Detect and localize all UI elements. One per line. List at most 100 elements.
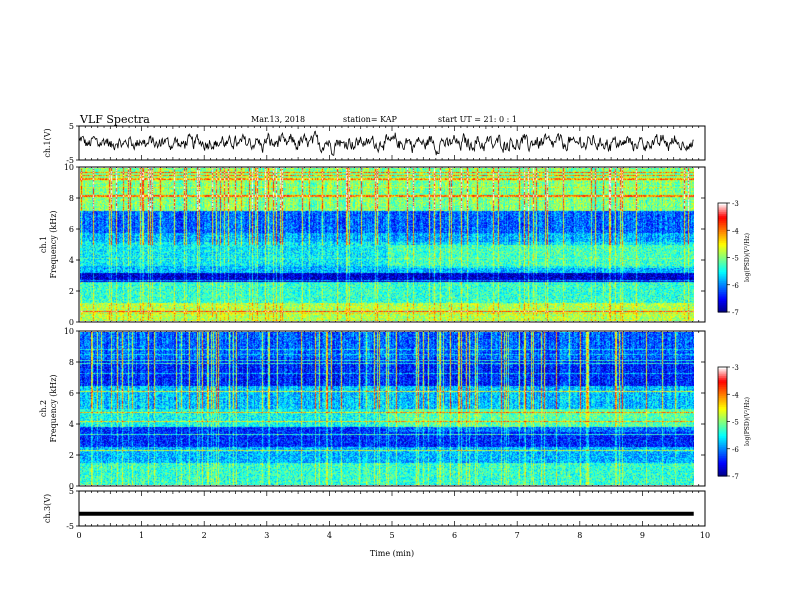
y-tick-label: 2 — [69, 451, 74, 460]
panel-0: 5 -5 ch.1(V) — [43, 122, 706, 165]
colorbar-swatch — [718, 414, 727, 417]
y-tick-label: -5 — [66, 156, 74, 165]
colorbar: -3 -4 -5 -6 -7 log(PSD)(V²/Hz) — [717, 364, 751, 481]
colorbar-swatch — [718, 445, 727, 448]
colorbar-swatch — [718, 246, 727, 250]
colorbar-swatch — [718, 385, 727, 388]
colorbar-swatch — [718, 470, 727, 473]
colorbar-swatch — [718, 206, 727, 210]
colorbar-swatch — [718, 224, 727, 228]
colorbar-swatch — [718, 412, 727, 415]
colorbar-swatch — [718, 463, 727, 466]
x-tick-label: 0 — [76, 531, 81, 540]
colorbar-swatch — [718, 208, 727, 211]
colorbar-swatch — [718, 446, 727, 450]
colorbar-tick-label: -5 — [732, 419, 739, 427]
colorbar-swatch — [718, 368, 727, 372]
colorbar-swatch — [718, 426, 727, 430]
colorbar-swatch — [718, 270, 727, 273]
colorbar-tick-label: -3 — [732, 200, 739, 208]
colorbar-swatch — [718, 392, 727, 395]
colorbar-swatch — [718, 306, 727, 309]
figure-title: VLF Spectra — [80, 113, 150, 126]
colorbar-swatch — [718, 452, 727, 455]
colorbar-label: log(PSD)(V²/Hz) — [744, 233, 751, 282]
colorbar-swatch — [718, 428, 727, 432]
colorbar-tick-label: -7 — [732, 309, 739, 317]
colorbar-swatch — [718, 376, 727, 379]
colorbar-swatch — [718, 233, 727, 237]
panel-frame-top — [78, 330, 706, 487]
colorbar-swatch — [718, 281, 727, 284]
colorbar-swatch — [718, 279, 727, 282]
y-tick-label: 6 — [69, 225, 74, 234]
colorbar-tick-label: -5 — [732, 255, 739, 263]
colorbar-swatch — [718, 250, 727, 253]
y-tick-label: 0 — [69, 482, 74, 491]
colorbar-swatch — [718, 273, 727, 277]
colorbar-swatch — [718, 457, 727, 461]
colorbar-swatch — [718, 459, 727, 463]
colorbar-swatch — [718, 370, 727, 374]
colorbar-swatch — [718, 301, 727, 304]
colorbar-swatch — [718, 215, 727, 219]
colorbar-swatch — [718, 222, 727, 226]
colorbar-swatch — [718, 399, 727, 403]
colorbar-swatch — [718, 226, 727, 230]
y-axis-label: ch.2 — [39, 400, 48, 417]
colorbar-swatch — [718, 441, 727, 444]
y-tick-label: 5 — [69, 487, 74, 496]
y-tick-label: 5 — [69, 122, 74, 131]
x-tick-label: 6 — [452, 531, 457, 540]
panel-3: 5 -5 ch.3(V) — [43, 487, 706, 531]
colorbar-swatch — [718, 416, 727, 419]
y-tick-label: 8 — [69, 358, 74, 367]
colorbar-swatch — [718, 221, 727, 224]
panel-2: 0 2 4 6 8 10 ch.2 Frequency (kHz) -3 -4 -5 -6 -7 log(… — [39, 327, 751, 491]
colorbar-swatch — [718, 405, 727, 408]
colorbar-swatch — [718, 372, 727, 375]
colorbar-swatch — [718, 374, 727, 377]
colorbar-swatch — [718, 379, 727, 383]
ch1-waveform-line — [78, 130, 694, 156]
colorbar-swatch — [718, 417, 727, 421]
colorbar-swatch — [718, 304, 727, 308]
colorbar-swatch — [718, 401, 727, 404]
y-axis-label: ch.3(V) — [43, 494, 52, 523]
colorbar-swatch — [718, 430, 727, 433]
colorbar-swatch — [718, 252, 727, 255]
x-tick-label: 2 — [202, 531, 207, 540]
colorbar-swatch — [718, 241, 727, 244]
colorbar-swatch — [718, 308, 727, 311]
y-tick-label: 10 — [64, 327, 74, 336]
colorbar-swatch — [718, 275, 727, 279]
colorbar-swatch — [718, 388, 727, 392]
station-label: station= KAP — [343, 115, 397, 124]
y-tick-label: 8 — [69, 194, 74, 203]
colorbar-swatch — [718, 434, 727, 437]
x-tick-label: 5 — [389, 531, 394, 540]
colorbar-swatch — [718, 261, 727, 264]
colorbar-swatch — [718, 288, 727, 291]
colorbar-swatch — [718, 295, 727, 299]
colorbar-swatch — [718, 297, 727, 300]
colorbar-swatch — [718, 228, 727, 231]
x-axis-label: Time (min) — [370, 549, 414, 558]
colorbar-swatch — [718, 367, 727, 370]
colorbar-swatch — [718, 448, 727, 452]
y-tick-label: 2 — [69, 287, 74, 296]
colorbar-swatch — [718, 219, 727, 222]
colorbar-swatch — [718, 230, 727, 233]
colorbar-tick-label: -4 — [732, 227, 739, 235]
x-tick-label: 9 — [640, 531, 645, 540]
colorbar-swatch — [718, 439, 727, 443]
colorbar-swatch — [718, 282, 727, 286]
spectrogram-image — [80, 168, 694, 321]
y-tick-label: 4 — [69, 256, 74, 265]
colorbar-swatch — [718, 272, 727, 275]
colorbar-swatch — [718, 423, 727, 426]
y-axis-label: ch.1(V) — [43, 128, 52, 157]
colorbar-swatch — [718, 456, 727, 459]
y-tick-label: 6 — [69, 389, 74, 398]
